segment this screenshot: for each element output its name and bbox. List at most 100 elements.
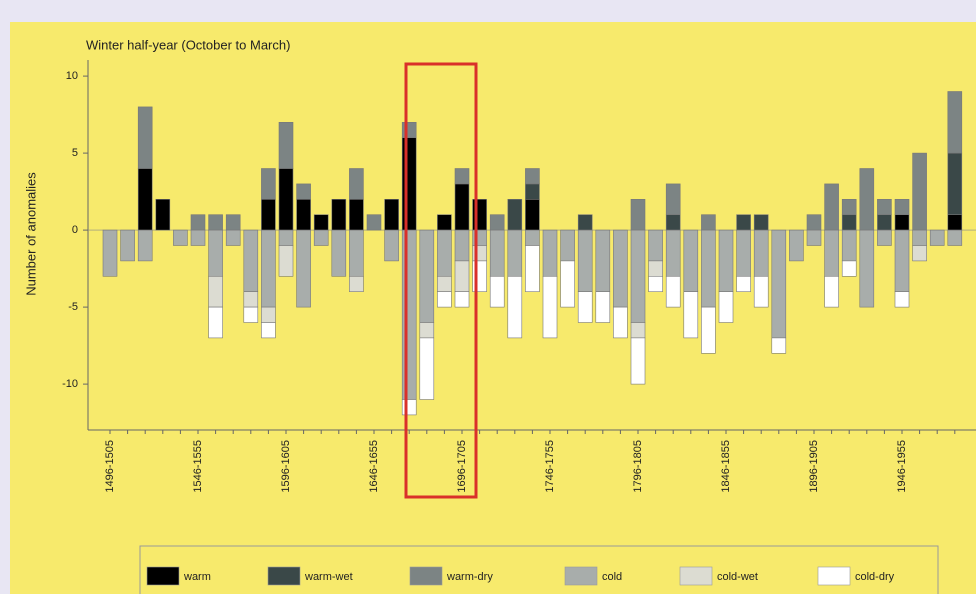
bar-segment bbox=[824, 183, 839, 231]
bar-segment bbox=[225, 229, 241, 246]
bar-segment bbox=[613, 229, 628, 308]
bar-segment bbox=[841, 229, 857, 262]
bar-segment bbox=[525, 168, 540, 185]
bar-segment bbox=[577, 291, 593, 323]
bar-segment bbox=[929, 229, 945, 246]
bar-segment bbox=[208, 306, 223, 339]
x-tick-label: 1596-1605 bbox=[280, 440, 292, 493]
bar-segment bbox=[718, 291, 734, 323]
x-tick-label: 1696-1705 bbox=[456, 440, 468, 493]
bar-segment bbox=[736, 275, 751, 292]
bar-segment bbox=[648, 229, 663, 262]
bar-segment bbox=[753, 229, 769, 277]
highlight-box bbox=[404, 62, 478, 499]
bar-segment bbox=[877, 199, 892, 216]
bar-segment bbox=[507, 275, 523, 339]
x-tick-label: 1746-1755 bbox=[544, 440, 556, 493]
bar-segment bbox=[560, 260, 575, 308]
bar-segment bbox=[208, 229, 223, 277]
bar-segment bbox=[190, 229, 206, 246]
bar-segment bbox=[437, 275, 452, 292]
bar-segment bbox=[278, 168, 294, 231]
bar-segment bbox=[507, 229, 523, 277]
bar-segment bbox=[630, 199, 646, 231]
bar-segment bbox=[401, 122, 417, 139]
bar-segment bbox=[120, 229, 135, 262]
bar-segment bbox=[665, 275, 681, 308]
bar-segment bbox=[683, 229, 699, 293]
bar-segment bbox=[947, 229, 963, 246]
bar-segment bbox=[701, 229, 716, 308]
bar-segment bbox=[806, 214, 822, 231]
bar-segment bbox=[736, 214, 751, 231]
y-axis-label: Number of anomalies bbox=[23, 172, 38, 296]
legend-swatch bbox=[409, 566, 443, 586]
bar-segment bbox=[401, 229, 417, 400]
bar-segment bbox=[419, 337, 435, 400]
bar-segment bbox=[841, 199, 857, 216]
bar-segment bbox=[454, 291, 470, 308]
bar-segment bbox=[243, 229, 259, 293]
bar-segment bbox=[296, 183, 311, 200]
bar-segment bbox=[366, 214, 382, 231]
legend-label: cold bbox=[602, 571, 622, 583]
bar-segment bbox=[665, 229, 681, 277]
chart-title: Winter half-year (October to March) bbox=[86, 37, 290, 52]
bar-segment bbox=[683, 291, 699, 339]
bar-segment bbox=[894, 214, 910, 231]
legend-label: cold-wet bbox=[717, 571, 758, 583]
bar-segment bbox=[648, 260, 663, 277]
y-tick-label: 0 bbox=[72, 224, 78, 236]
legend-box bbox=[139, 545, 939, 594]
bar-segment bbox=[454, 260, 470, 292]
bar-segment bbox=[331, 229, 347, 277]
bar-segment bbox=[753, 214, 769, 231]
legend-swatch bbox=[564, 566, 598, 586]
y-tick-label: 10 bbox=[66, 70, 78, 82]
y-tick-label: -5 bbox=[68, 301, 78, 313]
bar-segment bbox=[243, 291, 259, 308]
legend-label: warm bbox=[183, 571, 211, 583]
bar-segment bbox=[349, 229, 364, 277]
bar-segment bbox=[947, 152, 963, 216]
bar-segment bbox=[841, 214, 857, 231]
legend-swatch bbox=[146, 566, 180, 586]
bar-segment bbox=[912, 152, 927, 231]
x-tick-label: 1546-1555 bbox=[192, 440, 204, 493]
bar-segment bbox=[384, 229, 399, 262]
bar-segment bbox=[349, 199, 364, 231]
bar-segment bbox=[595, 229, 611, 293]
bar-segment bbox=[401, 137, 417, 231]
bar-segment bbox=[947, 91, 963, 154]
bar-segment bbox=[701, 214, 716, 231]
bar-segment bbox=[313, 229, 329, 246]
bar-segment bbox=[894, 199, 910, 216]
bar-segment bbox=[859, 229, 875, 308]
bar-segment bbox=[613, 306, 628, 339]
bar-segment bbox=[261, 306, 276, 323]
bar-segment bbox=[437, 214, 452, 231]
bar-segment bbox=[824, 229, 839, 277]
bar-segment bbox=[753, 275, 769, 308]
bar-segment bbox=[137, 229, 153, 262]
bar-segment bbox=[947, 214, 963, 231]
plot: 10 5 0 -5 -10 1496-1505 1546-1555 1596-1605 1646… bbox=[62, 70, 976, 586]
y-tick-label: 5 bbox=[72, 147, 78, 159]
bar-segment bbox=[560, 229, 575, 262]
bar-segment bbox=[489, 275, 505, 308]
bar-segment bbox=[296, 229, 311, 308]
x-tick-label: 1496-1505 bbox=[104, 440, 116, 493]
bar-segment bbox=[542, 229, 558, 277]
legend-label: cold-dry bbox=[855, 571, 895, 583]
bar-segment bbox=[331, 199, 347, 231]
bar-segment bbox=[894, 291, 910, 308]
bar-segment bbox=[208, 214, 223, 231]
bar-segment bbox=[701, 306, 716, 354]
bar-segment bbox=[384, 199, 399, 231]
bar-segment bbox=[419, 229, 435, 323]
bar-segment bbox=[155, 199, 171, 231]
bar-segment bbox=[437, 291, 452, 308]
x-tick-label: 1896-1905 bbox=[808, 440, 820, 493]
